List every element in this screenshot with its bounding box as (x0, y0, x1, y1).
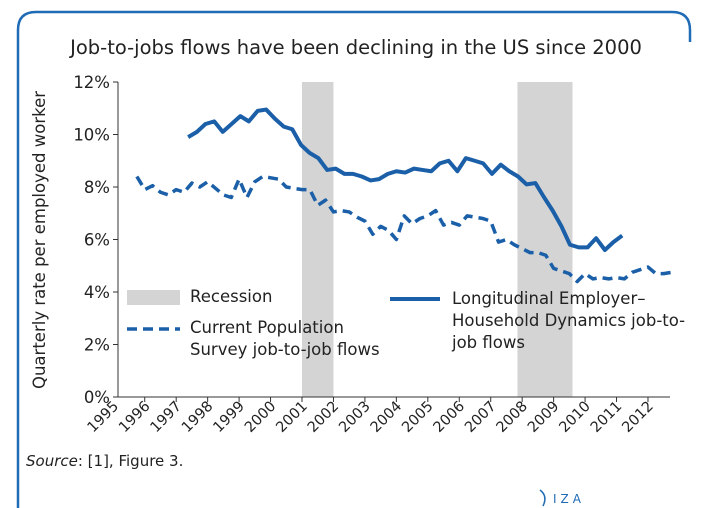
x-tick-label: 2002 (305, 399, 342, 436)
legend-swatch-recession (127, 290, 180, 305)
y-tick-label: 2% (84, 336, 110, 355)
chart-title: Job-to-jobs flows have been declining in… (68, 36, 642, 59)
recession-band (517, 82, 573, 397)
frame (16, 10, 692, 508)
x-tick-label: 2009 (525, 399, 562, 436)
x-tick-label: 2010 (556, 399, 593, 436)
series-line (135, 174, 672, 284)
x-tick-label: 1999 (211, 399, 248, 436)
y-tick-label: 8% (84, 178, 110, 197)
x-tick-label: 2003 (336, 399, 373, 436)
x-tick-label: 1998 (179, 399, 216, 436)
x-tick-label: 2004 (368, 399, 405, 436)
logo: IZA (553, 492, 585, 506)
y-tick-label: 4% (84, 283, 110, 302)
x-tick-label: 2001 (273, 399, 310, 436)
legend-entry: Longitudinal Employer–Household Dynamics… (452, 289, 686, 352)
x-tick-label: 2012 (619, 399, 656, 436)
source: Source: [1], Figure 3. (26, 452, 183, 470)
x-tick-label: 2006 (431, 399, 468, 436)
x-tick-label: 2007 (462, 399, 499, 436)
series-line (187, 107, 624, 252)
x-tick-label: 2000 (242, 399, 279, 436)
logo-arc (539, 489, 546, 507)
legend-recession: Recession (190, 287, 273, 306)
y-tick-label: 12% (73, 73, 110, 92)
x-tick-label: 2011 (588, 399, 625, 436)
y-tick-label: 6% (84, 231, 110, 250)
recession-band (302, 82, 334, 397)
legend-entry: Current Population Survey job-to-job flo… (190, 318, 380, 359)
y-tick-label: 10% (73, 126, 110, 145)
x-tick-label: 2008 (494, 399, 531, 436)
y-tick-label: 0% (84, 388, 110, 407)
source-text: : [1], Figure 3. (78, 452, 183, 470)
x-tick-label: 2005 (399, 399, 436, 436)
plot-area: 0%2%4%6%8%10%12%199519961997199819992000… (73, 73, 672, 436)
x-tick-label: 1996 (116, 399, 153, 436)
y-axis-label: Quarterly rate per employed worker (30, 91, 49, 389)
x-tick-label: 1997 (148, 399, 185, 436)
source-label: Source (26, 452, 78, 470)
